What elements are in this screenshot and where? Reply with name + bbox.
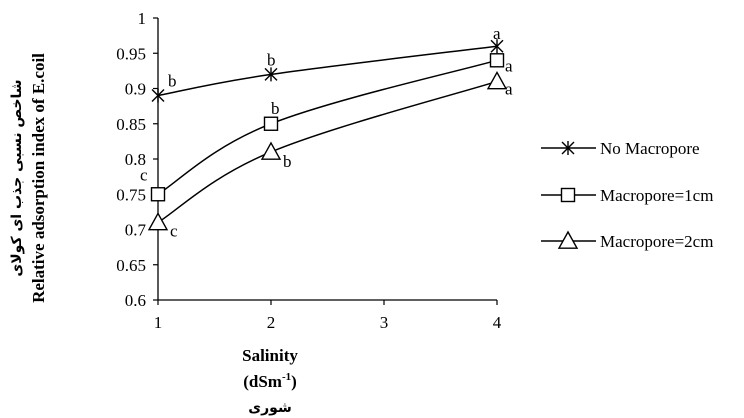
data-point-asterisk xyxy=(151,88,165,103)
significance-letter: c xyxy=(140,165,148,184)
y-tick-label: 1 xyxy=(138,9,147,28)
x-tick-label: 3 xyxy=(380,313,389,332)
significance-letter: a xyxy=(505,79,513,98)
y-tick-label: 0.6 xyxy=(125,291,146,310)
legend-marker-asterisk xyxy=(561,141,575,155)
data-point-square xyxy=(150,187,166,202)
series-line-3 xyxy=(157,80,498,224)
data-point-triangle xyxy=(147,212,169,231)
x-tick-label: 4 xyxy=(493,313,502,332)
chart-axes xyxy=(157,18,497,301)
x-axis-unit: (dSm-1) xyxy=(243,371,297,391)
y-tick-label: 0.75 xyxy=(116,185,146,204)
y-tick-label: 0.65 xyxy=(116,256,146,275)
x-axis-title-persian: شوری xyxy=(248,400,291,416)
x-tick-label: 2 xyxy=(267,313,276,332)
data-point-square xyxy=(263,116,279,131)
y-axis-title-persian: شاخص نسبی جذب ای کولای xyxy=(9,79,25,276)
x-tick-label: 1 xyxy=(154,313,163,332)
legend: No Macropore Macropore=1cm Macropore=2cm xyxy=(541,139,713,251)
significance-letter: b xyxy=(168,72,177,91)
significance-letter: a xyxy=(493,24,501,43)
significance-letter: c xyxy=(170,221,178,240)
legend-item: Macropore=2cm xyxy=(541,230,713,251)
legend-marker-triangle xyxy=(557,230,579,249)
legend-marker-square xyxy=(560,187,576,203)
legend-item: Macropore=1cm xyxy=(541,186,713,205)
y-axis-title: Relative adsorption index of E.coil xyxy=(29,53,48,303)
data-point-triangle xyxy=(260,141,282,160)
x-axis-title: Salinity xyxy=(242,346,298,365)
series-line-1 xyxy=(157,45,498,97)
significance-letter: b xyxy=(283,152,292,171)
y-tick-label: 0.9 xyxy=(125,80,146,99)
plot-area: b b a c b a c b a xyxy=(140,24,513,240)
legend-label: No Macropore xyxy=(600,139,700,158)
significance-letter: a xyxy=(505,56,513,75)
data-point-asterisk xyxy=(490,39,504,54)
significance-letter: b xyxy=(267,50,276,69)
data-point-asterisk xyxy=(264,67,278,82)
data-point-triangle xyxy=(486,71,508,90)
legend-label: Macropore=2cm xyxy=(600,232,713,251)
y-tick-label: 0.7 xyxy=(125,221,147,240)
y-axis-ticks: 0.6 0.65 0.7 0.75 0.8 0.85 0.9 0.95 1 xyxy=(116,9,158,310)
y-tick-label: 0.85 xyxy=(116,115,146,134)
series-line-2 xyxy=(157,59,498,195)
y-tick-label: 0.8 xyxy=(125,150,146,169)
significance-letter: b xyxy=(271,99,280,118)
x-axis-ticks: 1 2 3 4 xyxy=(154,300,502,332)
data-point-square xyxy=(489,53,505,68)
legend-item: No Macropore xyxy=(541,139,700,158)
legend-label: Macropore=1cm xyxy=(600,186,713,205)
y-tick-label: 0.95 xyxy=(116,44,146,63)
